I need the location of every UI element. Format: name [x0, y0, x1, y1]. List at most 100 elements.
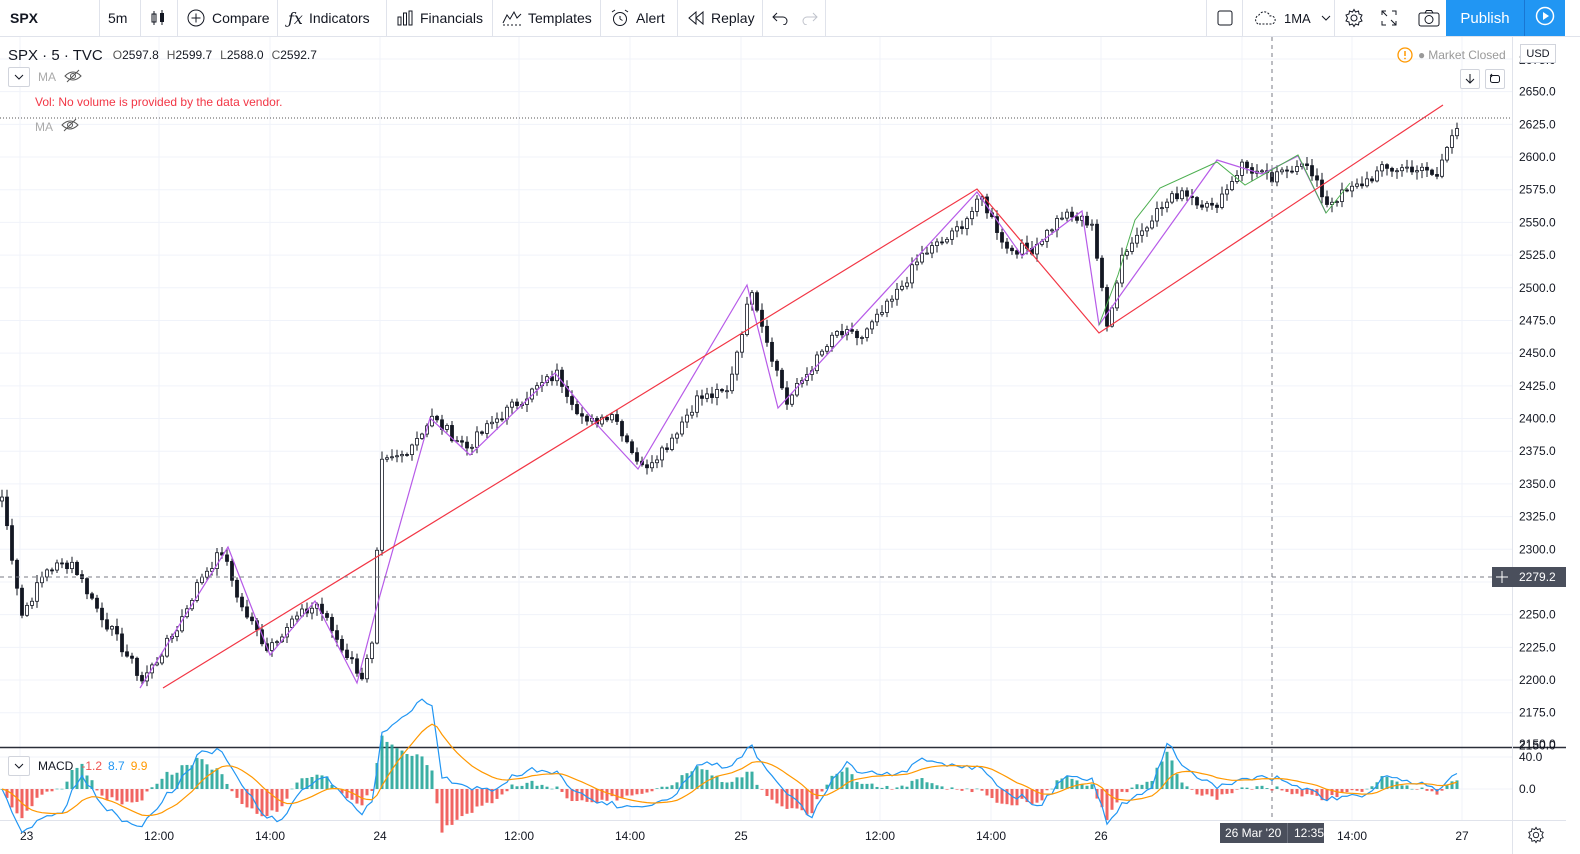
macd-histogram-bar — [245, 789, 249, 808]
macd-histogram-bar — [1135, 784, 1139, 789]
candle — [930, 242, 934, 259]
candle-body — [1365, 178, 1369, 187]
chevron-down-icon — [1321, 15, 1331, 21]
price-tick-label: 2575.0 — [1519, 183, 1556, 197]
candle — [125, 644, 129, 658]
macd-histogram-bar — [565, 789, 569, 799]
collapse-macd-button[interactable] — [8, 756, 30, 776]
axis-settings-button[interactable] — [1527, 826, 1545, 849]
symbol-label: SPX — [10, 10, 39, 26]
compare-button[interactable]: Compare — [178, 0, 276, 36]
macd-histogram-bar — [415, 754, 419, 789]
zigzag-line — [139, 155, 1327, 689]
candle — [690, 405, 694, 419]
candle-body — [790, 394, 794, 405]
macd-histogram-bar — [790, 789, 794, 809]
play-button[interactable] — [1524, 0, 1565, 36]
collapse-legend-button[interactable] — [8, 67, 30, 87]
candle-body — [725, 390, 729, 393]
alert-button[interactable]: Alert — [602, 0, 676, 36]
candle-body — [1145, 227, 1149, 232]
price-tick-label: 2650.0 — [1519, 85, 1556, 99]
symbol-search[interactable]: SPX — [2, 0, 98, 36]
time-tick-label: 23 — [20, 829, 34, 843]
scroll-to-latest-button[interactable] — [1460, 69, 1480, 89]
candle-body — [1070, 211, 1074, 218]
candle-body — [1075, 216, 1079, 221]
chart-style-button[interactable] — [141, 0, 177, 36]
candle — [1135, 227, 1139, 248]
candle-body — [1160, 207, 1164, 210]
eye-off-icon[interactable] — [61, 118, 79, 135]
interval-button[interactable]: 5m — [100, 0, 140, 36]
macd-histogram-bar — [290, 788, 294, 790]
candle — [85, 577, 89, 600]
candle-body — [225, 554, 229, 562]
candle-body — [780, 369, 784, 389]
price-tick-label: 2200.0 — [1519, 673, 1556, 687]
candle — [935, 238, 939, 253]
macd-histogram-bar — [270, 789, 274, 811]
candle-body — [700, 395, 704, 399]
candle — [365, 654, 369, 683]
candle-body — [295, 615, 299, 620]
candle — [1370, 176, 1374, 184]
candle — [1405, 159, 1409, 173]
candle — [1410, 160, 1414, 175]
candle-body — [1385, 164, 1389, 169]
candle — [1185, 187, 1189, 201]
snapshot-button[interactable] — [1410, 0, 1446, 36]
macd-tick-label: 0.0 — [1519, 782, 1536, 796]
templates-button[interactable]: Templates — [494, 0, 600, 36]
auto-scale-button[interactable] — [1485, 69, 1505, 89]
fullscreen-button[interactable] — [1372, 0, 1406, 36]
candle — [230, 558, 234, 587]
candle-body — [1005, 241, 1009, 249]
currency-badge[interactable]: USD — [1520, 44, 1556, 63]
candle-body — [1295, 166, 1299, 172]
financials-button[interactable]: Financials — [388, 0, 492, 36]
candle — [1440, 153, 1444, 179]
macd-histogram-bar — [1380, 776, 1384, 789]
macd-histogram-bar — [730, 781, 734, 789]
price-tick-label: 2450.0 — [1519, 346, 1556, 360]
eye-off-icon[interactable] — [64, 69, 82, 86]
candle — [355, 653, 359, 677]
macd-histogram-bar — [95, 789, 99, 791]
legend-symbol[interactable]: SPX · 5 · TVC — [8, 46, 103, 64]
candle — [375, 547, 379, 645]
price-tick-label: 2525.0 — [1519, 248, 1556, 262]
publish-button[interactable]: Publish — [1446, 0, 1524, 36]
macd-histogram-bar — [1280, 789, 1284, 791]
macd-histogram-bar — [295, 782, 299, 789]
candle-body — [705, 393, 709, 399]
candle — [815, 351, 819, 374]
candle — [855, 329, 859, 346]
candle — [215, 548, 219, 576]
fullscreen-toggle-button[interactable] — [1208, 0, 1242, 36]
indicators-button[interactable]: ƒx Indicators — [280, 0, 385, 36]
macd-histogram-bar — [1015, 789, 1019, 806]
redo-button[interactable] — [794, 0, 824, 36]
replay-button[interactable]: Replay — [679, 0, 761, 36]
candle-body — [815, 354, 819, 372]
settings-button[interactable] — [1336, 0, 1368, 36]
candle — [435, 414, 439, 423]
macd-histogram-bar — [1445, 785, 1449, 789]
price-chart[interactable]: 2675.02650.02625.02600.02575.02550.02525… — [0, 37, 1580, 854]
candle-body — [1305, 163, 1309, 167]
undo-button[interactable] — [764, 0, 794, 36]
macd-histogram-bar — [1090, 784, 1094, 789]
candle — [550, 370, 554, 386]
candle-body — [1175, 193, 1179, 200]
candle — [900, 280, 904, 292]
candle-body — [1055, 218, 1059, 231]
ma-indicator-label[interactable]: MA — [38, 70, 56, 84]
macd-label[interactable]: MACD — [38, 759, 74, 773]
candle-body — [85, 578, 89, 595]
candle-body — [65, 562, 69, 570]
macd-histogram-bar — [960, 789, 964, 791]
layout-button[interactable]: 1MA — [1244, 0, 1334, 36]
ma-indicator-2[interactable]: MA — [35, 118, 79, 135]
candle-body — [865, 328, 869, 338]
